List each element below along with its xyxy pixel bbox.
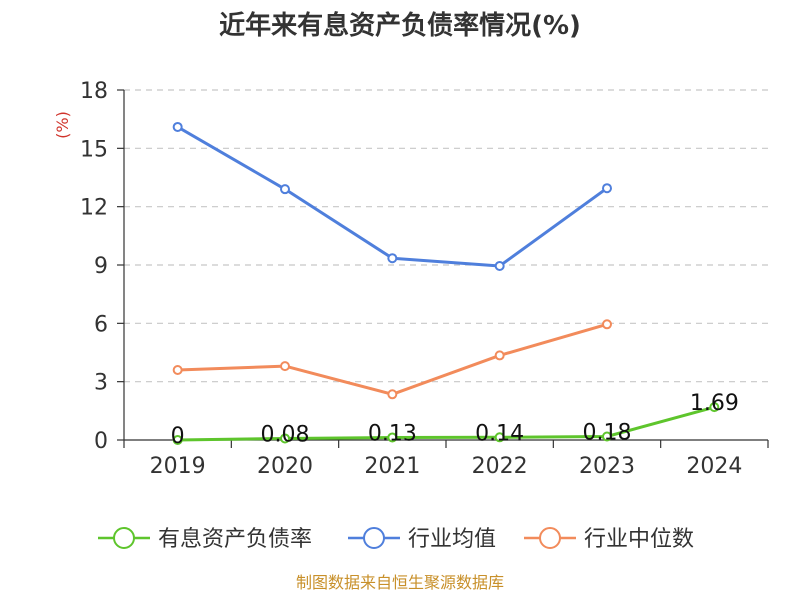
- data-point[interactable]: [280, 361, 290, 372]
- data-point[interactable]: [494, 260, 505, 271]
- data-point[interactable]: [494, 350, 505, 361]
- data-point[interactable]: [172, 435, 183, 445]
- y-tick-label: 15: [80, 137, 108, 162]
- y-axis-unit: (%): [53, 111, 72, 139]
- series-lines: [172, 121, 720, 445]
- data-point[interactable]: [387, 389, 398, 400]
- x-tick-label: 2020: [257, 454, 313, 479]
- series-line: [177, 322, 608, 396]
- data-point[interactable]: [709, 402, 720, 413]
- grid-lines: [124, 89, 768, 383]
- source-note: 制图数据来自恒生聚源数据库: [296, 573, 504, 592]
- series-1: [172, 121, 612, 271]
- y-tick-label: 3: [94, 371, 108, 396]
- legend-item-0[interactable]: 有息资产负债率: [98, 527, 312, 552]
- legend-item-2[interactable]: 行业中位数: [524, 527, 694, 552]
- data-point[interactable]: [602, 183, 612, 194]
- y-tick-label: 6: [94, 312, 108, 337]
- data-label: 0.18: [583, 421, 632, 446]
- data-point[interactable]: [494, 432, 505, 443]
- data-point[interactable]: [172, 121, 183, 132]
- legend-label: 行业均值: [408, 527, 496, 552]
- data-point[interactable]: [387, 253, 398, 264]
- series-0: [172, 402, 720, 445]
- x-tick-label: 2019: [150, 454, 206, 479]
- data-label: 0: [171, 424, 185, 449]
- legend-marker: [113, 527, 135, 549]
- y-tick-label: 9: [94, 254, 108, 279]
- legend-label: 行业中位数: [584, 527, 694, 552]
- data-label: 0.13: [368, 421, 417, 446]
- data-point[interactable]: [602, 431, 612, 442]
- data-point[interactable]: [602, 319, 612, 330]
- x-tick-label: 2024: [686, 454, 742, 479]
- x-tick-label: 2022: [472, 454, 528, 479]
- x-tick-label: 2021: [364, 454, 420, 479]
- y-tick-label: 18: [80, 79, 108, 104]
- data-point[interactable]: [387, 432, 398, 443]
- legend-marker: [539, 527, 561, 549]
- y-tick-label: 0: [94, 429, 108, 454]
- axes: 0 3 6 9 12 15 18 2019 2020 2021 2022 2023 2024: [80, 79, 769, 479]
- data-point[interactable]: [280, 184, 290, 195]
- data-labels: 0 0.08 0.13 0.14 0.18 1.69: [171, 391, 739, 449]
- data-label: 0.08: [261, 422, 310, 447]
- data-point[interactable]: [280, 433, 290, 444]
- legend-marker: [363, 527, 385, 549]
- legend-label: 有息资产负债率: [158, 527, 312, 552]
- data-point[interactable]: [172, 365, 183, 375]
- chart-title: 近年来有息资产负债率情况(%): [219, 10, 581, 41]
- legend-item-1[interactable]: 行业均值: [348, 527, 496, 552]
- legend[interactable]: 有息资产负债率 行业均值 行业中位数: [98, 527, 694, 552]
- data-label: 0.14: [475, 421, 524, 446]
- data-label: 1.69: [690, 391, 739, 416]
- y-tick-label: 12: [80, 196, 108, 221]
- series-line: [177, 405, 715, 442]
- x-tick-label: 2023: [579, 454, 635, 479]
- series-2: [172, 319, 612, 400]
